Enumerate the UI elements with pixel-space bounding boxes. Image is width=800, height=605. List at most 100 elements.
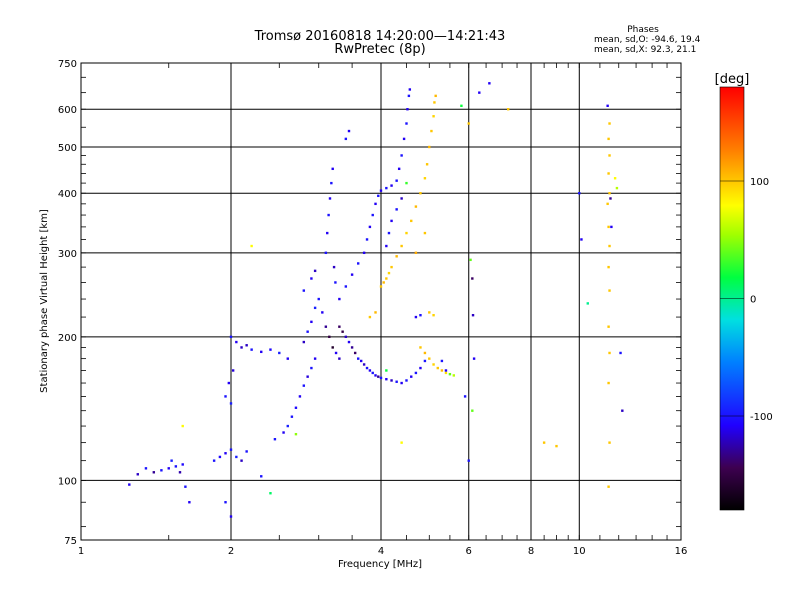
data-point: [395, 255, 398, 258]
data-point: [619, 351, 622, 355]
data-point: [144, 467, 148, 470]
data-point: [578, 192, 581, 195]
data-point: [229, 335, 233, 339]
data-point: [385, 377, 388, 381]
data-point: [290, 415, 294, 418]
data-point: [434, 94, 437, 98]
data-point: [328, 335, 331, 339]
data-point: [608, 441, 611, 444]
data-point: [414, 315, 418, 319]
data-point: [423, 351, 427, 355]
data-point: [390, 265, 393, 269]
data-point: [608, 192, 611, 195]
data-point: [344, 285, 348, 288]
data-point: [365, 238, 369, 241]
data-point: [167, 467, 170, 470]
data-point: [229, 402, 233, 405]
data-point: [410, 375, 413, 378]
data-point: [580, 238, 583, 241]
data-point: [414, 251, 418, 255]
data-point: [423, 359, 427, 363]
data-point: [607, 325, 610, 328]
data-point: [397, 167, 401, 171]
data-point: [128, 483, 131, 486]
data-point: [350, 346, 354, 349]
data-point: [405, 122, 408, 125]
data-point: [390, 379, 393, 382]
data-point: [410, 219, 413, 223]
data-point: [240, 346, 243, 349]
data-point: [471, 277, 474, 280]
data-point: [356, 357, 360, 360]
data-point: [406, 108, 409, 111]
data-point: [488, 82, 491, 85]
data-point: [452, 374, 456, 377]
data-point: [321, 311, 324, 314]
data-point: [382, 281, 385, 284]
data-points: [128, 82, 624, 518]
data-point: [478, 91, 481, 94]
colorbar-tick-label: -100: [750, 412, 773, 423]
colorbar-label: [deg]: [715, 72, 750, 87]
colorbar-tick-label: 100: [750, 177, 769, 188]
data-point: [212, 459, 216, 462]
data-point: [188, 501, 191, 504]
data-point: [405, 231, 408, 235]
data-point: [405, 379, 408, 382]
data-point: [608, 244, 611, 248]
data-point: [407, 94, 411, 98]
data-point: [607, 381, 610, 385]
data-point: [400, 441, 403, 444]
data-point: [402, 137, 406, 141]
phases-o-stats: mean, sd,O: -94.6, 19.4: [594, 35, 701, 45]
x-tick-label: 8: [528, 546, 534, 557]
data-point: [607, 172, 610, 175]
data-point: [344, 335, 348, 339]
data-point: [224, 452, 227, 455]
data-point: [385, 244, 388, 248]
data-point: [302, 289, 306, 292]
data-point: [379, 376, 383, 380]
data-point: [338, 325, 341, 328]
data-point: [178, 471, 182, 474]
data-point: [463, 395, 467, 398]
data-point: [400, 381, 403, 385]
data-point: [260, 350, 263, 354]
data-point: [310, 277, 313, 280]
data-point: [235, 455, 238, 459]
data-point: [231, 369, 235, 372]
data-point: [250, 244, 253, 248]
data-point: [327, 213, 330, 217]
data-point: [610, 225, 613, 229]
data-point: [467, 122, 470, 125]
data-point: [374, 202, 377, 206]
colorbar-ticks: 100 0 -100: [720, 177, 773, 423]
data-point: [432, 313, 435, 317]
data-point: [356, 262, 360, 265]
data-point: [365, 366, 369, 370]
data-point: [152, 471, 156, 474]
data-point: [387, 271, 391, 275]
data-point: [419, 366, 422, 370]
data-point: [282, 431, 285, 434]
y-tick-label: 300: [58, 249, 77, 260]
data-point: [310, 320, 313, 324]
data-point: [374, 374, 377, 377]
data-point: [414, 371, 418, 375]
data-point: [347, 129, 351, 133]
data-point: [324, 251, 328, 255]
y-tick-label: 500: [58, 143, 77, 154]
data-point: [608, 154, 611, 157]
data-point: [302, 384, 306, 387]
data-point: [338, 357, 341, 360]
y-tick-label: 400: [58, 189, 77, 200]
data-point: [608, 289, 611, 292]
data-point: [334, 351, 338, 355]
data-point: [436, 366, 439, 370]
data-point: [460, 104, 463, 108]
x-tick-label: 10: [573, 546, 586, 557]
x-tick-label: 16: [675, 546, 688, 557]
data-point: [298, 395, 302, 398]
data-point: [400, 154, 403, 157]
data-point: [613, 177, 617, 180]
